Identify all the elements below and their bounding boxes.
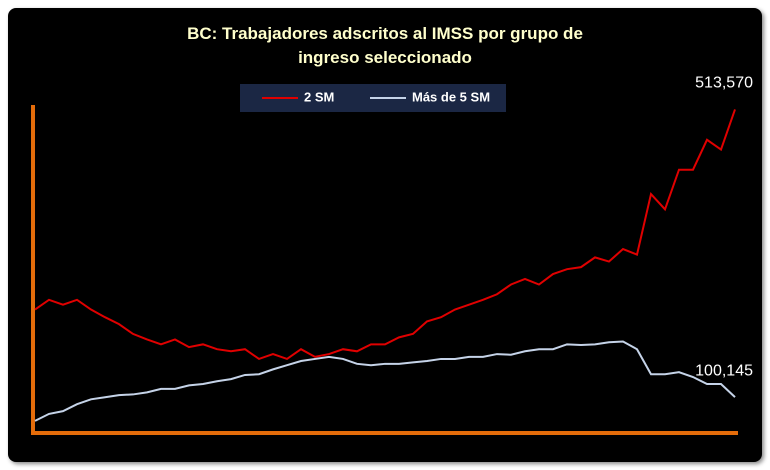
chart-title: BC: Trabajadores adscritos al IMSS por g… <box>187 24 583 67</box>
data-label: 513,570 <box>695 75 753 92</box>
data-label: 100,145 <box>695 362 753 379</box>
legend-label: Más de 5 SM <box>412 89 490 104</box>
series-line <box>34 109 736 361</box>
series-line <box>34 340 736 422</box>
chart-background <box>8 8 762 462</box>
legend-label: 2 SM <box>304 89 334 104</box>
